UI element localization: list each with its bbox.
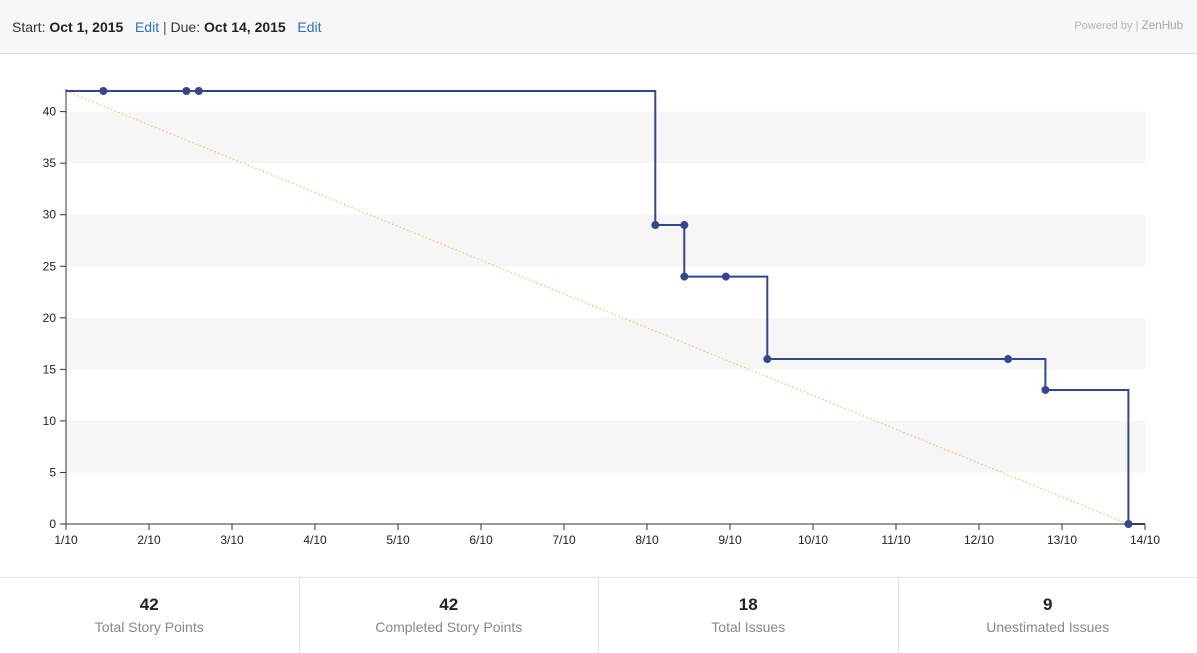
zenhub-logo[interactable]: ZenHub (1141, 18, 1184, 32)
stat-label: Total Issues (711, 619, 786, 635)
y-tick-label: 0 (49, 517, 56, 531)
y-tick-label: 35 (43, 156, 57, 170)
grid-bands (66, 111, 1145, 473)
stat-label: Total Story Points (94, 619, 204, 635)
powered-by-label: Powered by | (1074, 20, 1139, 32)
stats-bar: 42 Total Story Points 42 Completed Story… (0, 577, 1197, 653)
y-tick-label: 10 (43, 414, 57, 428)
ideal-line-layer (65, 90, 1129, 525)
x-tick-label: 10/10 (798, 533, 828, 547)
y-tick-label: 15 (43, 362, 57, 376)
x-tick-label: 6/10 (469, 533, 493, 547)
y-tick-label: 20 (43, 311, 57, 325)
due-date: Oct 14, 2015 (203, 19, 286, 35)
grid-band (66, 420, 1145, 473)
stat-value: 42 (139, 595, 159, 614)
edit-due-link[interactable]: Edit (297, 19, 322, 35)
stat-value: 42 (439, 595, 459, 614)
data-point (763, 355, 772, 364)
grid-band (66, 214, 1145, 267)
x-tick-label: 12/10 (964, 533, 994, 547)
stat-label: Unestimated Issues (986, 619, 1110, 635)
x-tick-label: 13/10 (1047, 533, 1077, 547)
stat-value: 9 (1043, 595, 1053, 614)
y-tick-label: 5 (49, 465, 56, 479)
data-point (182, 87, 191, 95)
grid-band (66, 317, 1145, 370)
x-tick-label: 1/10 (54, 533, 78, 547)
milestone-dates: Start: Oct 1, 2015 Edit | Due: Oct 14, 2… (12, 19, 322, 35)
remaining-line-layer (66, 90, 1145, 525)
date-separator: | (162, 19, 167, 35)
x-tick-label: 2/10 (137, 533, 161, 547)
y-tick-label: 40 (43, 105, 57, 119)
data-point (1004, 355, 1013, 364)
data-point (680, 272, 689, 281)
data-point (99, 87, 108, 95)
ideal-burndown-line (65, 90, 1129, 525)
stat-total-issues: 18 Total Issues (599, 578, 899, 653)
x-tick-label: 8/10 (635, 533, 659, 547)
chart-axes: 0 5 10 15 20 25 30 35 40 1/10 2/10 3/10 4/10 5/10 6/10… (43, 89, 1160, 547)
x-tick-label: 11/10 (881, 533, 910, 547)
y-tick-label: 25 (43, 259, 57, 273)
remaining-points-line (66, 90, 1145, 525)
grid-band (66, 111, 1145, 164)
due-label: Due: (170, 19, 201, 35)
burndown-chart: 0 5 10 15 20 25 30 35 40 1/10 2/10 3/10 4/10 5/10 6/10… (43, 87, 1160, 547)
stat-value: 18 (738, 595, 758, 614)
stat-completed-story-points: 42 Completed Story Points (300, 578, 599, 653)
edit-start-link[interactable]: Edit (134, 19, 160, 35)
chart-header: Start: Oct 1, 2015 Edit | Due: Oct 14, 2… (0, 0, 1197, 54)
data-point (721, 272, 730, 281)
x-tick-label: 5/10 (386, 533, 410, 547)
y-tick-label: 30 (43, 208, 57, 222)
marker-layer (99, 87, 1133, 528)
start-date: Oct 1, 2015 (49, 19, 124, 35)
x-tick-label: 3/10 (220, 533, 244, 547)
data-point (680, 221, 689, 230)
powered-by: Powered by | ZenHub (1074, 18, 1183, 32)
data-point (194, 87, 203, 95)
data-point (651, 221, 660, 230)
x-tick-label: 9/10 (718, 533, 742, 547)
start-label: Start: (12, 19, 46, 35)
x-tick-label: 4/10 (303, 533, 327, 547)
stat-total-story-points: 42 Total Story Points (0, 578, 300, 653)
data-point (1124, 520, 1133, 528)
data-point (1041, 385, 1050, 394)
stat-unestimated-issues: 9 Unestimated Issues (899, 578, 1197, 653)
stat-label: Completed Story Points (375, 619, 523, 635)
x-tick-label: 7/10 (552, 533, 576, 547)
x-tick-label: 14/10 (1130, 533, 1160, 547)
